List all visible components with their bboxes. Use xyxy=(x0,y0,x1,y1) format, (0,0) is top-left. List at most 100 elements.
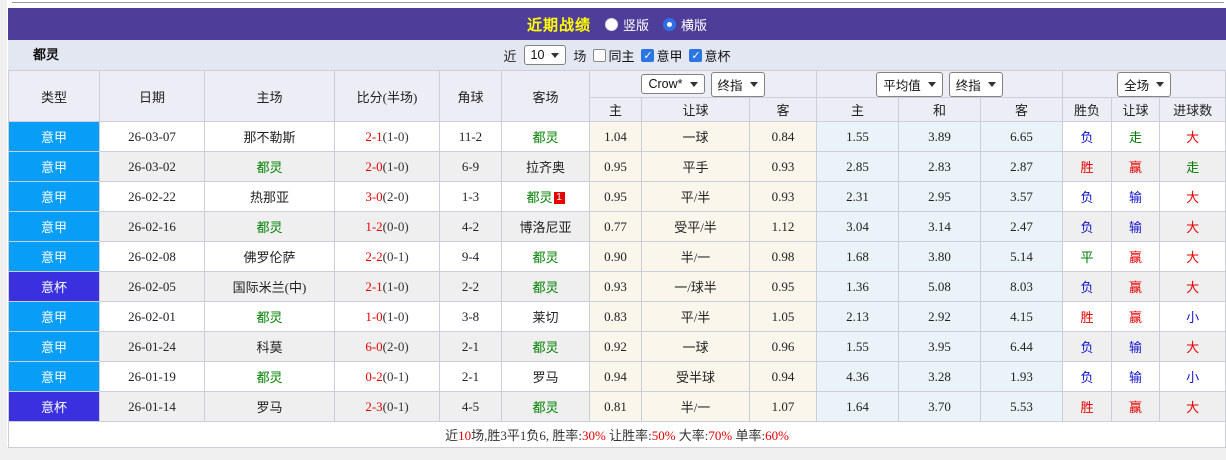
home-team: 佛罗伦萨 xyxy=(204,241,335,272)
recent-count-value: 10 xyxy=(530,48,545,62)
score-fulltime: 2-1 xyxy=(365,128,383,144)
table-body: 意甲 26-03-07 那不勒斯 2-1(1-0) 11-2 都灵 1.04 一球 0.84 1.… xyxy=(8,121,1226,422)
result-outcome: 胜 xyxy=(1062,391,1113,422)
chevron-down-icon xyxy=(689,81,698,87)
home-team: 那不勒斯 xyxy=(204,121,335,152)
radio-vertical-icon[interactable] xyxy=(604,17,618,31)
avg-away-odds: 2.47 xyxy=(980,211,1064,242)
result-handicap: 赢 xyxy=(1111,151,1161,182)
scope-select-value: 全场 xyxy=(1124,78,1150,93)
summary-text: 近10场,胜3平1负6, 胜率:30% 让胜率:50% 大率:70% 单率:60… xyxy=(7,421,1226,448)
score-fulltime: 1-2 xyxy=(365,218,383,234)
home-team: 都灵 xyxy=(204,301,335,332)
handicap-stage-select[interactable]: 终指 xyxy=(710,71,765,97)
filter-same-home[interactable]: 同主 xyxy=(593,46,634,65)
handicap-line: 平/半 xyxy=(641,181,750,212)
result-outcome: 胜 xyxy=(1062,301,1113,332)
col-header-score: 比分(半场) xyxy=(334,70,440,122)
table-row: 意甲 26-02-16 都灵 1-2(0-0) 4-2 博洛尼亚 0.77 受平/半 1.12 3… xyxy=(8,211,1226,242)
type-badge: 意甲 xyxy=(8,211,100,242)
home-team: 国际米兰(中) xyxy=(204,271,335,302)
filter-bar: 都灵 近 10 场 同主 意甲 意杯 xyxy=(8,40,1226,70)
score-fulltime: 2-1 xyxy=(365,278,383,294)
summary-row: 近10场,胜3平1负6, 胜率:30% 让胜率:50% 大率:70% 单率:60… xyxy=(7,421,1226,448)
bookmaker-select[interactable]: Crow* xyxy=(641,74,705,94)
handicap-line: 半/一 xyxy=(641,241,750,272)
avg-away-odds: 5.14 xyxy=(980,241,1064,272)
avg-away-odds: 6.44 xyxy=(980,331,1064,362)
handicap-home-odds: 0.93 xyxy=(589,271,642,302)
score: 1-2(0-0) xyxy=(334,211,440,242)
average-select[interactable]: 平均值 xyxy=(876,71,943,97)
away-team: 都灵 xyxy=(501,391,590,422)
handicap-away-odds: 0.94 xyxy=(748,361,818,392)
recent-suffix-label: 场 xyxy=(573,48,587,64)
home-team: 科莫 xyxy=(204,331,335,362)
avg-home-odds: 2.31 xyxy=(816,181,900,212)
average-stage-select[interactable]: 终指 xyxy=(948,71,1003,97)
corners: 6-9 xyxy=(439,151,502,182)
checkbox-serie-a[interactable] xyxy=(641,48,655,62)
result-goals: 大 xyxy=(1159,211,1226,242)
score-halftime: (0-1) xyxy=(382,368,409,384)
scope-select[interactable]: 全场 xyxy=(1117,71,1172,97)
result-group-header: 全场 xyxy=(1062,70,1226,98)
result-handicap: 输 xyxy=(1111,211,1161,242)
filter-coppa[interactable]: 意杯 xyxy=(689,46,730,65)
result-goals: 大 xyxy=(1159,181,1226,212)
avg-away-odds: 3.57 xyxy=(980,181,1064,212)
recent-count-select[interactable]: 10 xyxy=(523,45,567,65)
score-halftime: (1-0) xyxy=(382,308,409,324)
radio-horizontal-label: 横版 xyxy=(681,17,708,33)
avg-draw-odds: 3.28 xyxy=(898,361,982,392)
avg-home-odds: 1.55 xyxy=(816,121,900,152)
table-row: 意甲 26-01-19 都灵 0-2(0-1) 2-1 罗马 0.94 受半球 0.94 4.36… xyxy=(8,361,1226,392)
checkbox-same-home[interactable] xyxy=(593,48,607,62)
match-date: 26-02-05 xyxy=(99,271,205,302)
result-goals: 小 xyxy=(1159,361,1226,392)
score-fulltime: 2-2 xyxy=(365,248,383,264)
col-header-handicap-line: 让球 xyxy=(641,97,750,122)
avg-away-odds: 4.15 xyxy=(980,301,1064,332)
table-row: 意甲 26-02-22 热那亚 3-0(2-0) 1-3 都灵 1 0.95 平/半 0.93 2.… xyxy=(8,181,1226,212)
handicap-line: 半/一 xyxy=(641,391,750,422)
avg-draw-odds: 3.80 xyxy=(898,241,982,272)
avg-home-odds: 2.13 xyxy=(816,301,900,332)
match-date: 26-03-02 xyxy=(99,151,205,182)
away-team: 博洛尼亚 xyxy=(501,211,590,242)
handicap-line: 受平/半 xyxy=(641,211,750,242)
filter-serie-a[interactable]: 意甲 xyxy=(641,46,682,65)
summary-value: 50% xyxy=(651,428,676,443)
handicap-away-odds: 0.95 xyxy=(748,271,818,302)
type-badge: 意甲 xyxy=(8,331,100,362)
corners: 2-1 xyxy=(439,331,502,362)
match-date: 26-02-08 xyxy=(99,241,205,272)
corners: 11-2 xyxy=(439,121,502,152)
handicap-away-odds: 0.93 xyxy=(748,151,818,182)
score-halftime: (1-0) xyxy=(382,278,409,294)
score-halftime: (2-0) xyxy=(382,188,409,204)
chevron-down-icon xyxy=(987,81,996,87)
score: 2-0(1-0) xyxy=(334,151,440,182)
result-handicap: 赢 xyxy=(1111,241,1161,272)
score: 6-0(2-0) xyxy=(334,331,440,362)
result-outcome: 负 xyxy=(1062,211,1113,242)
checkbox-coppa-label: 意杯 xyxy=(704,48,731,64)
summary-label: 让胜率: xyxy=(605,428,652,443)
handicap-home-odds: 0.83 xyxy=(589,301,642,332)
score-halftime: (2-0) xyxy=(382,338,409,354)
radio-horizontal-icon[interactable] xyxy=(663,17,676,31)
home-team: 罗马 xyxy=(204,391,335,422)
layout-option-horizontal[interactable]: 横版 xyxy=(663,15,707,34)
score-halftime: (0-1) xyxy=(382,248,409,264)
col-header-handicap-away: 客 xyxy=(748,97,818,122)
avg-draw-odds: 3.95 xyxy=(898,331,982,362)
chevron-down-icon xyxy=(749,81,758,87)
summary-value: 70% xyxy=(708,428,733,443)
col-header-result-outcome: 胜负 xyxy=(1062,97,1113,122)
layout-option-vertical[interactable]: 竖版 xyxy=(604,15,649,34)
checkbox-coppa[interactable] xyxy=(689,48,703,62)
avg-draw-odds: 5.08 xyxy=(898,271,982,302)
average-stage-value: 终指 xyxy=(955,78,981,93)
result-handicap: 赢 xyxy=(1111,271,1161,302)
